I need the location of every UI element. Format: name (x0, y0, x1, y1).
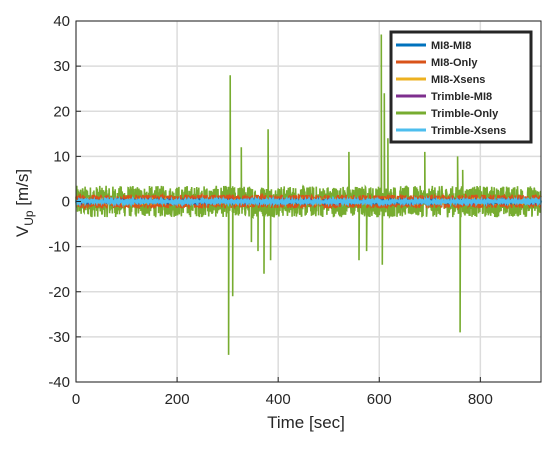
x-tick-label: 600 (367, 391, 392, 408)
y-tick-label: 40 (53, 13, 70, 30)
y-axis-label-sub: Up (22, 210, 36, 226)
legend-label: MI8-Xsens (431, 74, 485, 86)
y-axis-label-main: V (13, 225, 32, 237)
legend-items: MI8-MI8 MI8-Only MI8-Xsens Trimble-MI8 Trimb… (396, 40, 506, 137)
y-tick-label: -40 (48, 374, 70, 391)
x-tick-label: 800 (468, 391, 493, 408)
y-axis-label: VUp [m/s] (13, 169, 36, 237)
x-tick-label: 0 (72, 391, 80, 408)
legend-label: Trimble-MI8 (431, 91, 492, 103)
series-line-trimble-only (75, 34, 542, 355)
y-axis-label-unit: [m/s] (13, 169, 32, 211)
legend-label: MI8-Only (431, 57, 478, 69)
y-tick-label: 20 (53, 103, 70, 120)
legend-label: Trimble-Xsens (431, 125, 506, 137)
y-tick-label: 10 (53, 148, 70, 165)
x-tick-label: 400 (266, 391, 291, 408)
legend-box (389, 30, 533, 144)
x-axis-label: Time [sec] (267, 413, 345, 432)
y-tick-label: -30 (48, 329, 70, 346)
y-tick-label: -10 (48, 239, 70, 256)
y-tick-label: 0 (62, 194, 70, 211)
ticks: 0 200 400 600 800 -40 -30 -20 -10 0 10 20 30 40 (48, 13, 493, 408)
legend-label: Trimble-Only (431, 108, 499, 120)
series-layer (74, 34, 543, 355)
x-tick-label: 200 (165, 391, 190, 408)
series-line-trimble-xsens (74, 195, 543, 208)
y-tick-label: -20 (48, 284, 70, 301)
legend: MI8-MI8 MI8-Only MI8-Xsens Trimble-MI8 Trimb… (389, 30, 533, 144)
y-tick-label: 30 (53, 58, 70, 75)
legend-label: MI8-MI8 (431, 40, 471, 52)
